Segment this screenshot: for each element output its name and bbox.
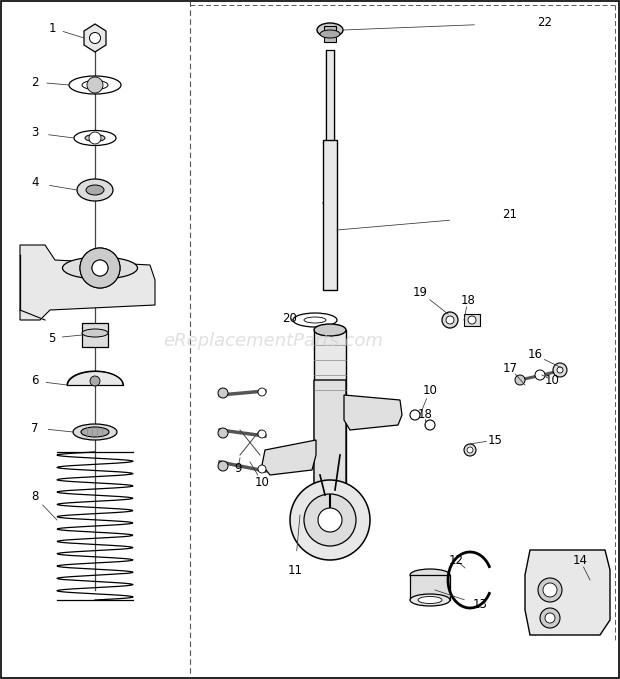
Text: 1: 1 (48, 22, 56, 35)
Circle shape (89, 132, 101, 144)
Circle shape (90, 376, 100, 386)
Ellipse shape (418, 596, 442, 604)
Text: 6: 6 (31, 375, 38, 388)
Bar (323, 140, 337, 290)
Bar (82, 323, 108, 347)
Ellipse shape (85, 134, 105, 141)
Circle shape (468, 316, 476, 324)
Text: 14: 14 (572, 553, 588, 566)
Text: 8: 8 (32, 490, 38, 504)
Circle shape (442, 312, 458, 328)
Text: eReplacementParts.com: eReplacementParts.com (163, 332, 383, 350)
Ellipse shape (82, 81, 108, 90)
Circle shape (258, 430, 266, 438)
Polygon shape (262, 440, 316, 475)
Circle shape (553, 363, 567, 377)
Text: 18: 18 (461, 293, 476, 306)
Text: 18: 18 (417, 409, 432, 422)
Ellipse shape (73, 424, 117, 440)
Text: 17: 17 (502, 361, 518, 375)
Ellipse shape (410, 569, 450, 581)
Circle shape (543, 583, 557, 597)
Text: 3: 3 (32, 126, 38, 139)
Text: 11: 11 (288, 564, 303, 576)
Ellipse shape (293, 313, 337, 327)
Circle shape (290, 480, 370, 560)
Ellipse shape (81, 427, 109, 437)
Ellipse shape (86, 185, 104, 195)
Ellipse shape (317, 23, 343, 37)
Text: 16: 16 (528, 348, 542, 361)
Circle shape (446, 316, 454, 324)
Polygon shape (525, 550, 610, 635)
Circle shape (538, 578, 562, 602)
Text: 19: 19 (412, 285, 428, 299)
Bar (324, 26, 336, 42)
Circle shape (557, 367, 563, 373)
Ellipse shape (63, 257, 138, 279)
Text: 22: 22 (538, 16, 552, 29)
Circle shape (87, 77, 103, 93)
Text: 12: 12 (448, 553, 464, 566)
Ellipse shape (74, 130, 116, 145)
Circle shape (464, 444, 476, 456)
Circle shape (218, 461, 228, 471)
Text: 7: 7 (31, 422, 38, 435)
Text: 9: 9 (234, 462, 242, 475)
Circle shape (318, 508, 342, 532)
Bar (314, 330, 346, 510)
Ellipse shape (314, 324, 346, 336)
Circle shape (92, 260, 108, 276)
Polygon shape (84, 24, 106, 52)
Text: 5: 5 (48, 331, 56, 344)
Circle shape (258, 388, 266, 396)
Text: 10: 10 (255, 475, 270, 488)
Circle shape (545, 613, 555, 623)
Ellipse shape (82, 329, 108, 337)
Bar (464, 314, 480, 326)
Bar (326, 50, 334, 200)
Polygon shape (344, 395, 402, 430)
Circle shape (540, 608, 560, 628)
Ellipse shape (304, 317, 326, 323)
Circle shape (218, 428, 228, 438)
Circle shape (80, 248, 120, 288)
Text: 20: 20 (283, 312, 298, 325)
Text: 10: 10 (544, 373, 559, 386)
Circle shape (92, 260, 108, 276)
Circle shape (89, 33, 100, 43)
Text: 13: 13 (472, 598, 487, 612)
Bar (410, 575, 450, 600)
Text: 2: 2 (31, 75, 38, 88)
Text: 4: 4 (31, 177, 38, 189)
Polygon shape (314, 380, 346, 530)
Circle shape (410, 410, 420, 420)
Circle shape (80, 248, 120, 288)
Ellipse shape (320, 30, 340, 38)
Circle shape (467, 447, 473, 453)
Circle shape (218, 388, 228, 398)
Ellipse shape (410, 594, 450, 606)
Ellipse shape (77, 179, 113, 201)
Ellipse shape (69, 76, 121, 94)
Text: 21: 21 (502, 208, 518, 221)
Circle shape (425, 420, 435, 430)
Circle shape (258, 465, 266, 473)
Circle shape (535, 370, 545, 380)
Text: 15: 15 (487, 433, 502, 447)
Polygon shape (20, 245, 155, 320)
Circle shape (304, 494, 356, 546)
Text: 10: 10 (423, 384, 438, 397)
Circle shape (515, 375, 525, 385)
